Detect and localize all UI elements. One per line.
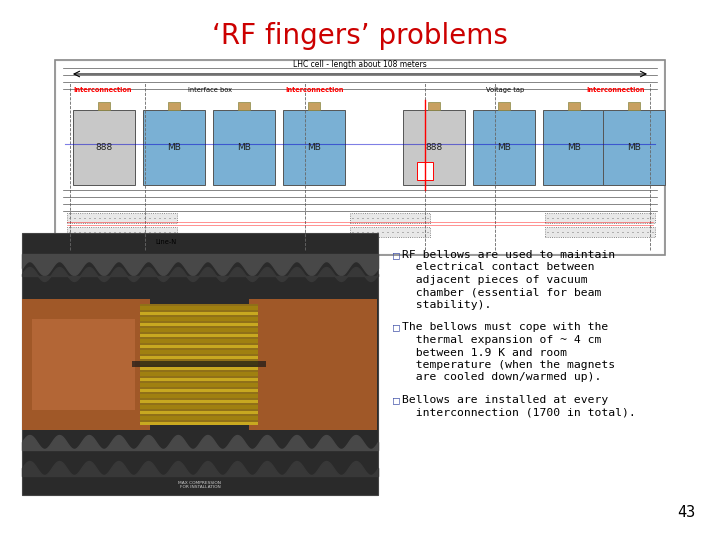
Bar bbox=[140, 422, 258, 425]
Text: ‘RF fingers’ problems: ‘RF fingers’ problems bbox=[212, 22, 508, 50]
Bar bbox=[140, 416, 258, 420]
Text: adjacent pieces of vacuum: adjacent pieces of vacuum bbox=[402, 275, 588, 285]
Bar bbox=[22, 233, 378, 495]
Bar bbox=[140, 356, 258, 359]
Bar bbox=[140, 361, 258, 365]
Bar bbox=[140, 377, 258, 381]
Bar bbox=[22, 299, 150, 430]
Bar bbox=[213, 110, 275, 185]
Bar bbox=[98, 102, 110, 110]
Bar bbox=[543, 110, 605, 185]
Text: MB: MB bbox=[627, 143, 641, 152]
Bar bbox=[140, 383, 258, 387]
Bar bbox=[545, 213, 655, 223]
Bar bbox=[140, 350, 258, 354]
Bar bbox=[350, 227, 430, 237]
Bar bbox=[140, 317, 258, 321]
Text: RF bellows are used to maintain: RF bellows are used to maintain bbox=[402, 250, 615, 260]
Bar bbox=[140, 411, 258, 414]
Bar bbox=[350, 213, 430, 223]
Bar bbox=[140, 334, 258, 337]
Bar bbox=[67, 213, 177, 223]
Bar bbox=[249, 299, 377, 430]
Text: Interface box: Interface box bbox=[188, 87, 232, 93]
Bar bbox=[545, 227, 655, 237]
Bar bbox=[140, 372, 258, 375]
Bar bbox=[628, 102, 640, 110]
Bar bbox=[428, 102, 440, 110]
Bar bbox=[140, 394, 258, 397]
Bar bbox=[168, 102, 180, 110]
Text: 888: 888 bbox=[426, 143, 443, 152]
Bar bbox=[140, 389, 258, 392]
Text: □: □ bbox=[393, 250, 400, 260]
Text: Interconnection: Interconnection bbox=[587, 87, 645, 93]
Bar bbox=[417, 162, 433, 180]
Bar bbox=[73, 110, 135, 185]
Bar bbox=[283, 110, 345, 185]
Bar bbox=[140, 312, 258, 315]
Bar bbox=[132, 361, 266, 367]
Text: MB: MB bbox=[237, 143, 251, 152]
Bar bbox=[140, 339, 258, 342]
Text: interconnection (1700 in total).: interconnection (1700 in total). bbox=[402, 408, 636, 417]
Bar bbox=[140, 405, 258, 408]
Text: stability).: stability). bbox=[402, 300, 491, 310]
Bar bbox=[498, 102, 510, 110]
Bar bbox=[140, 304, 258, 425]
Text: MAX COMPRESSION
FOR INSTALLATION: MAX COMPRESSION FOR INSTALLATION bbox=[179, 481, 222, 489]
Bar bbox=[140, 367, 258, 370]
Bar bbox=[403, 110, 465, 185]
Bar bbox=[140, 323, 258, 326]
Text: □: □ bbox=[393, 322, 400, 333]
Text: Line-N: Line-N bbox=[155, 239, 176, 245]
Text: between 1.9 K and room: between 1.9 K and room bbox=[402, 348, 567, 357]
Bar bbox=[140, 400, 258, 403]
Bar bbox=[603, 110, 665, 185]
Bar bbox=[143, 110, 205, 185]
Text: The bellows must cope with the: The bellows must cope with the bbox=[402, 322, 608, 333]
Text: MB: MB bbox=[167, 143, 181, 152]
Bar bbox=[568, 102, 580, 110]
Bar bbox=[140, 328, 258, 332]
Text: Voltage tap: Voltage tap bbox=[486, 87, 524, 93]
Text: Bellows are installed at every: Bellows are installed at every bbox=[402, 395, 608, 405]
Text: 43: 43 bbox=[677, 505, 695, 520]
Bar bbox=[57, 62, 663, 253]
Bar bbox=[55, 60, 665, 255]
Bar bbox=[308, 102, 320, 110]
Text: are cooled down/warmed up).: are cooled down/warmed up). bbox=[402, 373, 601, 382]
Text: chamber (essential for beam: chamber (essential for beam bbox=[402, 287, 601, 298]
Bar bbox=[140, 345, 258, 348]
Text: LHC cell - length about 108 meters: LHC cell - length about 108 meters bbox=[293, 60, 427, 69]
Text: Interconnection: Interconnection bbox=[73, 87, 132, 93]
Text: □: □ bbox=[393, 395, 400, 405]
Bar bbox=[140, 306, 258, 309]
Bar bbox=[67, 227, 177, 237]
Bar bbox=[473, 110, 535, 185]
Text: MB: MB bbox=[497, 143, 511, 152]
Bar bbox=[238, 102, 250, 110]
Text: 888: 888 bbox=[95, 143, 112, 152]
Text: thermal expansion of ~ 4 cm: thermal expansion of ~ 4 cm bbox=[402, 335, 601, 345]
Text: temperature (when the magnets: temperature (when the magnets bbox=[402, 360, 615, 370]
Text: MB: MB bbox=[307, 143, 321, 152]
Bar bbox=[32, 319, 135, 410]
Text: Interconnection: Interconnection bbox=[286, 87, 344, 93]
Text: electrical contact between: electrical contact between bbox=[402, 262, 595, 273]
Text: MB: MB bbox=[567, 143, 581, 152]
